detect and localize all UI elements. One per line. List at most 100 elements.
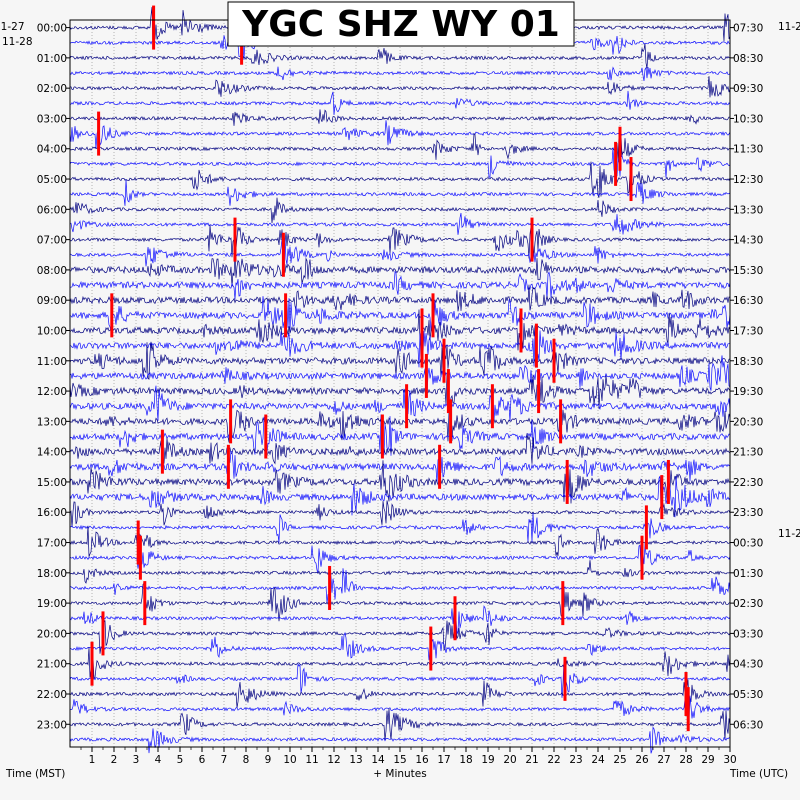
left-hour-label: 18:00 [37,568,67,580]
clipped-event-8 [281,232,285,277]
clipped-event-44 [90,641,94,686]
clipped-event-34 [644,505,648,550]
trace-row-30 [69,460,731,504]
right-hour-label: 23:30 [733,507,763,519]
x-tick-label: 9 [265,754,272,766]
right-top-date: 11-28 [778,21,800,33]
trace-row-32 [69,500,731,528]
trace-row-37 [69,567,731,604]
clipped-event-13 [519,308,523,353]
trace-row-36 [69,560,731,584]
chart-title: YGC SHZ WY 01 [241,4,560,45]
trace-row-17 [69,270,731,300]
clipped-event-35 [136,520,140,565]
left-hour-label: 05:00 [37,174,67,186]
clipped-event-14 [420,323,424,368]
left-hour-label: 04:00 [37,144,67,156]
clipped-event-33 [660,475,664,520]
right-hour-label: 00:30 [733,538,763,550]
x-tick-label: 6 [199,754,206,766]
trace-row-42 [69,647,731,680]
clipped-event-23 [449,399,453,444]
clipped-event-36 [138,535,142,580]
right-mid-date: 11-29 [778,528,800,540]
clipped-event-18 [424,353,428,398]
x-tick-label: 1 [89,754,96,766]
axis-layer: 00:00 01:00 02:00 03:00 04:00 05:00 06:00 07:00… [37,23,764,766]
left-hour-label: 21:00 [37,659,67,671]
trace-row-18 [69,284,731,312]
right-hour-label: 18:30 [733,356,763,368]
clipped-event-16 [442,338,446,383]
clipped-event-32 [666,459,670,504]
trace-row-46 [69,708,731,741]
left-hour-label: 00:00 [37,23,67,35]
trace-row-47 [69,726,731,754]
clipped-event-43 [429,626,433,671]
right-hour-label: 05:30 [733,689,763,701]
x-tick-label: 26 [635,754,649,766]
trace-row-13 [69,212,731,235]
trace-row-4 [69,76,731,98]
x-tick-label: 14 [371,754,385,766]
x-tick-label: 25 [613,754,626,766]
right-hour-label: 20:30 [733,416,763,428]
left-hour-label: 09:00 [37,295,67,307]
trace-row-29 [69,444,731,483]
left-hour-label: 14:00 [37,447,67,459]
trace-row-35 [69,543,731,573]
right-hour-label: 09:30 [733,83,763,95]
right-hour-label: 07:30 [733,23,763,35]
trace-row-27 [69,414,731,456]
trace-row-6 [69,109,731,126]
clipped-event-4 [614,141,618,186]
clipped-event-3 [618,126,622,171]
left-hour-label: 02:00 [37,83,67,95]
x-tick-label: 28 [679,754,692,766]
x-tick-label: 13 [349,754,362,766]
clipped-event-42 [101,611,105,656]
x-tick-label: 21 [525,754,538,766]
left-hour-label: 10:00 [37,325,67,337]
trace-row-24 [69,373,731,410]
x-tick-label: 27 [657,754,670,766]
trace-row-10 [69,161,731,198]
clipped-event-24 [559,399,563,444]
x-tick-label: 12 [327,754,340,766]
trace-row-34 [69,525,731,557]
trace-row-40 [69,620,731,654]
trace-row-39 [69,605,731,635]
clipped-event-19 [446,369,450,414]
right-hour-label: 16:30 [733,295,763,307]
clipped-event-9 [110,293,114,338]
clipped-event-7 [530,217,534,262]
x-tick-label: 23 [569,754,582,766]
clipped-event-46 [684,671,688,716]
left-hour-label: 13:00 [37,416,67,428]
right-hour-label: 08:30 [733,53,763,65]
left-hour-label: 19:00 [37,598,67,610]
trace-row-43 [69,657,731,698]
trace-row-15 [69,238,731,275]
trace-row-41 [69,631,731,661]
clipped-event-41 [453,596,457,641]
right-hour-label: 17:30 [733,325,763,337]
trace-row-26 [69,400,731,443]
clipped-event-31 [565,459,569,504]
trace-row-31 [69,476,731,518]
grid-layer [91,20,709,747]
trace-row-11 [69,179,731,206]
right-hour-label: 19:30 [733,386,763,398]
trace-row-45 [69,695,731,726]
trace-row-23 [69,355,731,398]
left-date-prev: 11-27 [0,21,25,33]
x-tick-label: 15 [393,754,406,766]
right-hour-label: 01:30 [733,568,763,580]
right-hour-label: 06:30 [733,719,763,731]
clipped-event-26 [264,414,268,459]
clipped-event-6 [233,217,237,262]
right-hour-label: 13:30 [733,204,763,216]
clipped-event-2 [97,111,101,156]
left-hour-label: 08:00 [37,265,67,277]
